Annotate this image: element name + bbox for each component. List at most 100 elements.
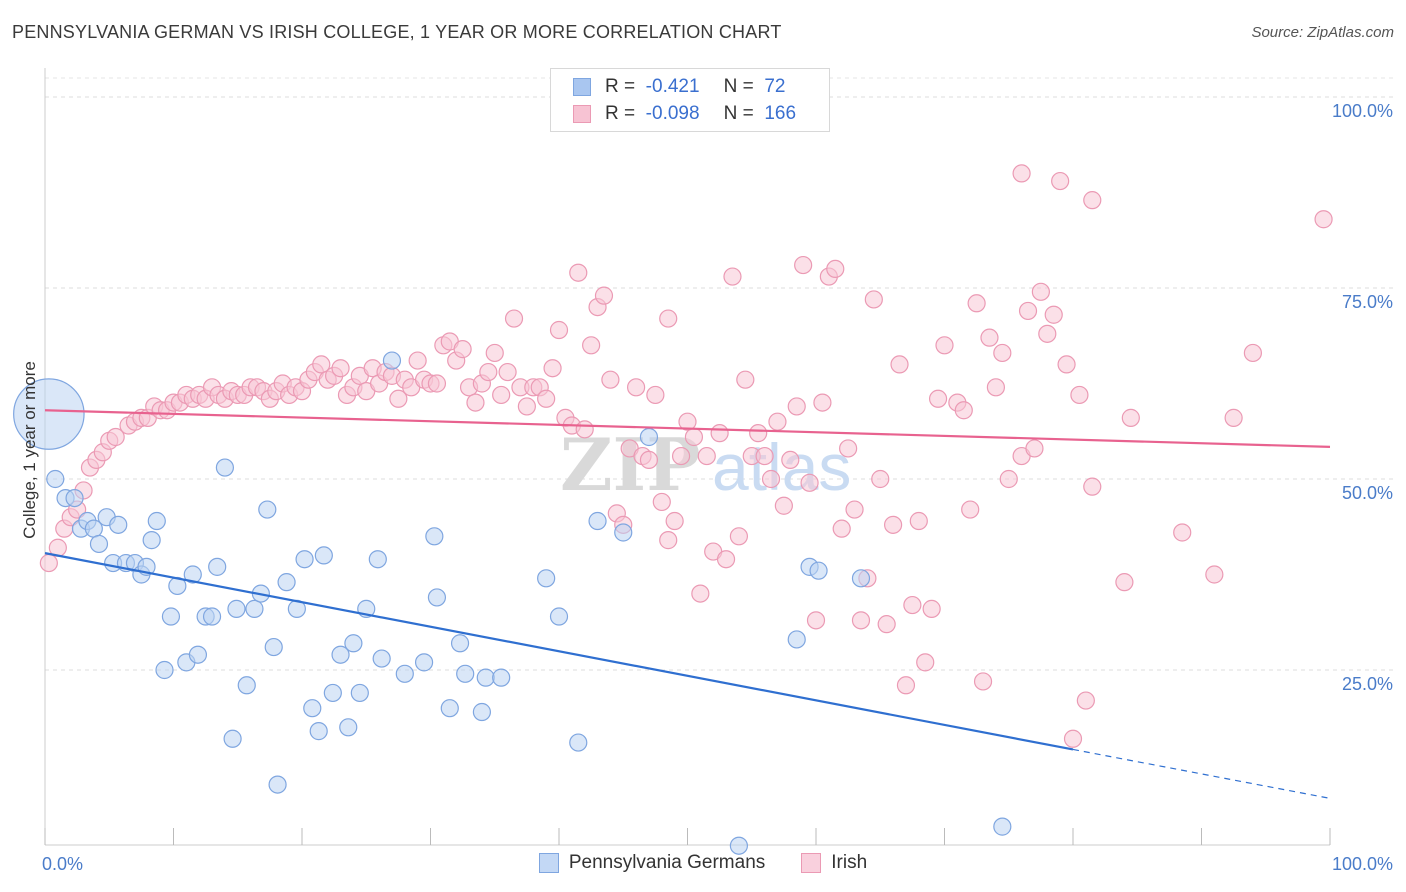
irish-point — [787, 397, 806, 416]
grid-lines — [45, 77, 1395, 671]
irish-point — [1057, 355, 1076, 374]
x-tick-label: 0.0% — [42, 854, 83, 874]
irish-point — [1083, 477, 1102, 496]
pennsylvania-german-point — [339, 718, 358, 737]
pennsylvania-german-point — [89, 534, 109, 554]
pennsylvania-german-point — [303, 699, 322, 718]
irish-point — [601, 370, 620, 389]
irish-point — [466, 393, 485, 412]
pennsylvania-german-point — [155, 660, 174, 680]
pennsylvania-german-point — [440, 699, 459, 718]
pennsylvania-german-point — [13, 378, 85, 450]
irish-point — [1051, 171, 1070, 191]
irish-point — [973, 672, 993, 691]
pennsylvania-german-point — [809, 561, 828, 580]
legend-row-pennsylvania-germans: R = -0.421 N = 72 — [573, 75, 785, 99]
r-label: R = — [605, 76, 636, 97]
irish-point — [851, 611, 871, 630]
pennsylvania-german-point — [295, 550, 314, 569]
pennsylvania-german-point — [368, 550, 387, 569]
pennsylvania-german-point — [277, 573, 296, 592]
source-label: Source: ZipAtlas.com — [1251, 24, 1394, 41]
pennsylvania-german-point — [729, 836, 749, 855]
pennsylvania-german-point — [237, 676, 256, 695]
pennsylvania-german-point — [787, 630, 806, 649]
pennsylvania-german-point — [614, 523, 633, 542]
pennsylvania-german-point — [427, 588, 447, 607]
correlation-legend: R = -0.421 N = 72 R = -0.098 N = 166 — [550, 68, 830, 132]
irish-point — [1121, 408, 1140, 427]
irish-point — [967, 294, 986, 313]
pennsylvania-german-point — [309, 722, 328, 741]
irish-point — [922, 599, 941, 618]
pennsylvania-german-point — [414, 653, 434, 672]
irish-point — [871, 469, 890, 489]
irish-point — [1314, 210, 1333, 229]
n-label: N = — [723, 76, 754, 97]
legend-item-pennsylvania-germans[interactable]: Pennsylvania Germans — [538, 852, 766, 874]
irish-point — [575, 420, 594, 439]
irish-point — [537, 389, 556, 408]
irish-point — [691, 584, 710, 603]
irish-point — [909, 511, 928, 531]
irish-point — [639, 450, 659, 469]
irish-point — [659, 309, 678, 328]
irish-point — [896, 676, 916, 695]
pennsylvania-german-trend-extension — [1072, 748, 1331, 799]
y-tick-label: 25.0% — [1342, 674, 1393, 694]
pennsylvania-german-point — [450, 634, 470, 653]
r-value: -0.421 — [645, 76, 700, 97]
irish-point — [498, 362, 517, 382]
irish-point — [1070, 385, 1089, 405]
pennsylvania-german-point — [161, 607, 181, 626]
pennsylvania-german-trend-line — [44, 552, 1074, 751]
irish-point — [543, 359, 562, 378]
legend-label: Irish — [831, 852, 868, 873]
pennsylvania-german-point — [395, 664, 414, 683]
irish-point — [549, 320, 569, 340]
pennsylvania-german-point — [323, 683, 342, 703]
irish-point — [890, 355, 909, 374]
irish-point — [1243, 343, 1263, 363]
legend-swatch-blue — [538, 853, 559, 873]
x-tick-labels: 0.0% 100.0% — [42, 854, 1393, 874]
irish-point — [736, 370, 755, 389]
irish-point — [1012, 164, 1031, 183]
irish-point — [980, 328, 999, 347]
irish-point — [504, 309, 524, 328]
irish-point — [1083, 191, 1102, 210]
irish-point — [774, 496, 793, 515]
irish-point — [1224, 408, 1243, 427]
n-label: N = — [723, 103, 754, 124]
y-axis-title: College, 1 year or more — [20, 361, 39, 539]
legend-item-irish[interactable]: Irish — [801, 852, 867, 874]
irish-point — [832, 519, 851, 538]
pennsylvania-german-point — [993, 817, 1012, 836]
irish-point — [883, 515, 903, 534]
irish-point — [755, 446, 774, 466]
pennsylvania-german-point — [142, 531, 161, 550]
irish-point — [652, 492, 671, 512]
pennsylvania-german-point — [227, 599, 246, 618]
irish-point — [928, 389, 948, 408]
irish-point — [312, 355, 331, 374]
legend-label: Pennsylvania Germans — [568, 852, 766, 873]
axes — [44, 68, 1331, 846]
pennsylvania-german-point — [537, 569, 556, 588]
y-tick-label: 50.0% — [1342, 483, 1393, 503]
y-tick-labels: 25.0% 50.0% 75.0% 100.0% — [1332, 101, 1393, 694]
irish-point — [626, 378, 646, 397]
irish-point — [710, 424, 729, 443]
irish-point — [749, 424, 768, 443]
pennsylvania-german-point — [639, 427, 659, 447]
irish-point — [1031, 282, 1050, 301]
pennsylvania-german-point — [258, 500, 277, 519]
pennsylvania-german-point — [215, 458, 234, 477]
irish-point — [806, 611, 826, 630]
y-tick-label: 75.0% — [1342, 292, 1393, 312]
pennsylvania-german-point — [268, 775, 287, 794]
pennsylvania-german-point — [344, 634, 363, 653]
irish-point — [331, 359, 350, 378]
x-tick-label: 100.0% — [1332, 854, 1393, 874]
irish-point — [877, 615, 896, 634]
